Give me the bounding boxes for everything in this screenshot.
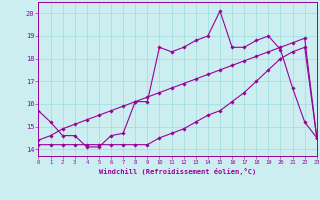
X-axis label: Windchill (Refroidissement éolien,°C): Windchill (Refroidissement éolien,°C) [99,168,256,175]
